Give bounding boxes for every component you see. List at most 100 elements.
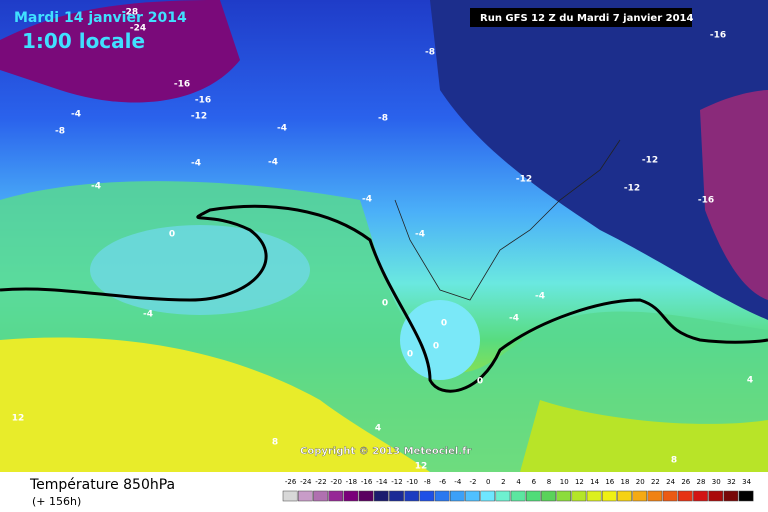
scale-swatch (723, 490, 739, 502)
scale-swatch (373, 490, 389, 502)
contour-label: -4 (415, 230, 425, 240)
lead-time: (+ 156h) (32, 495, 81, 508)
contour-label: 8 (671, 456, 677, 466)
cold-russia (700, 90, 768, 300)
contour-label: -4 (268, 158, 278, 168)
run-box (470, 8, 692, 27)
scale-swatch (343, 490, 359, 502)
zero-isotherm (0, 204, 768, 393)
scale-tick-label: 4 (516, 478, 521, 486)
scale-tick-label: 34 (742, 478, 751, 486)
scale-tick-label: 26 (681, 478, 690, 486)
scale-tick-label: -16 (361, 478, 373, 486)
scale-swatch (632, 490, 648, 502)
contour-label: -16 (710, 31, 726, 41)
scale-tick-label: -10 (406, 478, 417, 486)
contour-label: -4 (277, 124, 287, 134)
contour-label: 0 (433, 342, 439, 352)
contour-label: -12 (642, 156, 658, 166)
warm-africa (520, 400, 768, 472)
contour-label: 0 (477, 377, 483, 387)
scale-tick-label: 20 (636, 478, 645, 486)
contour-label: -16 (174, 80, 190, 90)
contour-label: 0 (441, 319, 447, 329)
coastline (394, 139, 621, 301)
contour-label: -4 (91, 182, 101, 192)
scale-tick-label: 22 (651, 478, 660, 486)
contour-label: 4 (747, 376, 753, 386)
scale-swatch (449, 490, 465, 502)
scale-swatch (313, 490, 328, 502)
scale-swatch (525, 490, 541, 502)
scale-tick-label: -2 (470, 478, 477, 486)
scale-tick-label: 18 (621, 478, 630, 486)
scale-swatch (647, 490, 663, 502)
legend-title: Température 850hPa (29, 477, 175, 493)
contour-label: -4 (535, 292, 545, 302)
contour-label: -12 (191, 112, 207, 122)
scale-tick-label: 8 (547, 478, 551, 486)
contour-label: -4 (362, 195, 372, 205)
scale-swatch (708, 490, 724, 502)
cold-eddy (90, 225, 310, 315)
scale-swatch (586, 490, 602, 502)
scale-tick-label: -24 (300, 478, 312, 486)
local-time: 1:00 locale (22, 29, 145, 53)
scale-tick-label: 0 (486, 478, 490, 486)
scale-tick-label: -8 (424, 478, 431, 486)
cold-iberia (400, 300, 480, 380)
contour-label: -4 (71, 110, 81, 120)
scale-swatch (662, 490, 678, 502)
contour-label: -4 (191, 159, 201, 169)
contour-label: 0 (407, 350, 413, 360)
contour-label: -12 (624, 184, 640, 194)
scale-swatch (510, 490, 526, 502)
scale-tick-label: -12 (391, 478, 402, 486)
scale-swatch (465, 490, 480, 502)
scale-swatch (480, 490, 496, 502)
scale-tick-label: -14 (376, 478, 388, 486)
contour-label: 4 (375, 424, 381, 434)
contour-label: -8 (378, 114, 388, 124)
scale-tick-label: 6 (532, 478, 537, 486)
contour-label: 8 (272, 438, 278, 448)
scale-swatch (677, 490, 693, 502)
scale-tick-label: -6 (439, 478, 447, 486)
scale-tick-label: 2 (501, 478, 505, 486)
scale-swatch (297, 490, 313, 502)
run-info: Run GFS 12 Z du Mardi 7 janvier 2014 (480, 13, 693, 24)
contour-label: -4 (509, 314, 519, 324)
scale-swatch (328, 490, 344, 502)
scale-tick-label: 14 (590, 478, 599, 486)
contour-label: -24 (130, 24, 146, 34)
contour-label: 0 (382, 299, 388, 309)
contour-label: -8 (55, 127, 65, 137)
cold-greenland (0, 0, 240, 103)
scale-swatch (404, 490, 420, 502)
warm-zone (0, 337, 430, 472)
scale-swatch (601, 490, 617, 502)
contour-labels: -28 -24 -16 -8 -16 -16 -12 -8 -4 -8 -4 -4 -4 -12 -12 -1… (12, 8, 753, 472)
scale-swatch (693, 490, 708, 502)
scale-swatch (495, 490, 511, 502)
contour-label: -16 (195, 96, 211, 106)
scale-tick-label: 12 (575, 478, 584, 486)
cold-east (430, 0, 768, 320)
scale-swatch (434, 490, 450, 502)
scale-swatch (738, 490, 754, 502)
contour-label: -4 (143, 310, 153, 320)
contour-label: 0 (169, 230, 175, 240)
scale-swatch (541, 490, 556, 502)
scale-swatch (282, 490, 298, 502)
scale-swatch (617, 490, 632, 502)
scale-tick-label: -18 (346, 478, 357, 486)
scale-tick-label: 16 (605, 478, 614, 486)
scale-tick-label: 32 (727, 478, 736, 486)
scale-tick-label: 10 (560, 478, 569, 486)
contour-label: -16 (698, 196, 714, 206)
copyright: Copyright © 2013 Meteociel.fr (300, 446, 471, 457)
scale-tick-label: 24 (666, 478, 675, 486)
forecast-date: Mardi 14 janvier 2014 (14, 10, 187, 26)
scale-swatch (571, 490, 587, 502)
